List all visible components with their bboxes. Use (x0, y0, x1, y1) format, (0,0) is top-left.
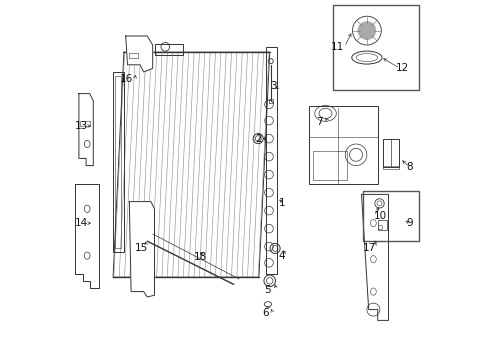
Text: 9: 9 (406, 218, 412, 228)
Text: 5: 5 (264, 285, 270, 295)
Text: 18: 18 (194, 252, 207, 262)
Polygon shape (113, 52, 269, 277)
Text: 14: 14 (75, 218, 88, 228)
Polygon shape (361, 194, 387, 320)
Polygon shape (79, 94, 93, 166)
Bar (113, 72, 123, 252)
Bar (128, 53, 137, 58)
Text: 2: 2 (255, 134, 262, 144)
Ellipse shape (357, 22, 375, 40)
Bar (80, 121, 90, 126)
Bar (332, 5, 418, 90)
Bar (154, 44, 183, 55)
Bar (115, 76, 121, 248)
Text: 11: 11 (330, 42, 344, 52)
Text: 8: 8 (406, 162, 412, 172)
Text: 15: 15 (134, 243, 148, 253)
Text: 16: 16 (120, 74, 133, 84)
Text: 3: 3 (269, 81, 276, 91)
Text: 13: 13 (75, 121, 88, 131)
Bar (362, 191, 418, 241)
Polygon shape (129, 202, 154, 297)
Bar (382, 166, 399, 169)
Bar (265, 47, 276, 274)
Polygon shape (75, 184, 99, 288)
Text: 7: 7 (316, 117, 323, 127)
Bar (312, 151, 346, 180)
Bar (268, 99, 272, 103)
Text: 6: 6 (261, 308, 268, 318)
Bar (309, 106, 377, 184)
Text: 1: 1 (278, 198, 285, 208)
Text: 12: 12 (395, 63, 408, 73)
Text: 4: 4 (278, 251, 285, 261)
Bar (377, 220, 386, 230)
Polygon shape (125, 36, 152, 72)
Text: 10: 10 (373, 211, 386, 221)
Bar (382, 139, 399, 167)
Text: 17: 17 (363, 243, 376, 253)
